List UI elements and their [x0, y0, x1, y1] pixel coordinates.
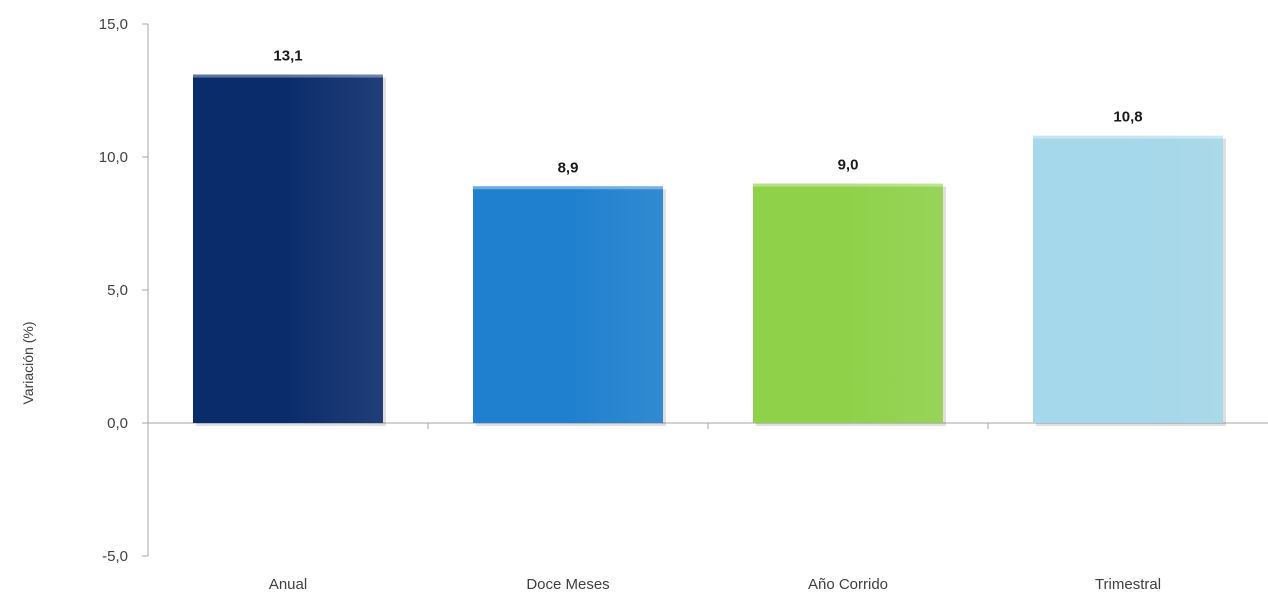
bar-highlight [193, 74, 383, 78]
bars [193, 74, 1226, 426]
bar-highlight [1033, 135, 1223, 139]
y-tick-label: 15,0 [99, 16, 128, 33]
y-axis-title: Variación (%) [20, 322, 36, 405]
bar-2 [473, 186, 663, 423]
data-label: 8,9 [558, 159, 579, 176]
data-label: 10,8 [1113, 109, 1142, 126]
x-tick-label: Doce Meses [526, 576, 609, 593]
bar-highlight [473, 186, 663, 190]
bar-highlight [753, 183, 943, 187]
data-label: 13,1 [273, 48, 302, 65]
y-tick-label: -5,0 [102, 548, 128, 565]
x-tick-label: Año Corrido [808, 576, 888, 593]
data-labels: 13,1 8,9 9,0 10,8 [273, 48, 1142, 177]
data-label: 9,0 [838, 157, 859, 174]
bar-4 [1033, 135, 1223, 423]
bar-3 [753, 183, 943, 423]
y-tick-label: 5,0 [107, 282, 128, 299]
bar-1 [193, 74, 383, 423]
y-tick-label: 10,0 [99, 149, 128, 166]
x-axis: Anual Doce Meses Año Corrido Trimestral [148, 422, 1268, 593]
y-axis: -5,0 0,0 5,0 10,0 15,0 [99, 16, 149, 565]
x-tick-label: Trimestral [1095, 576, 1161, 593]
y-tick-label: 0,0 [107, 415, 128, 432]
x-tick-label: Anual [269, 576, 307, 593]
